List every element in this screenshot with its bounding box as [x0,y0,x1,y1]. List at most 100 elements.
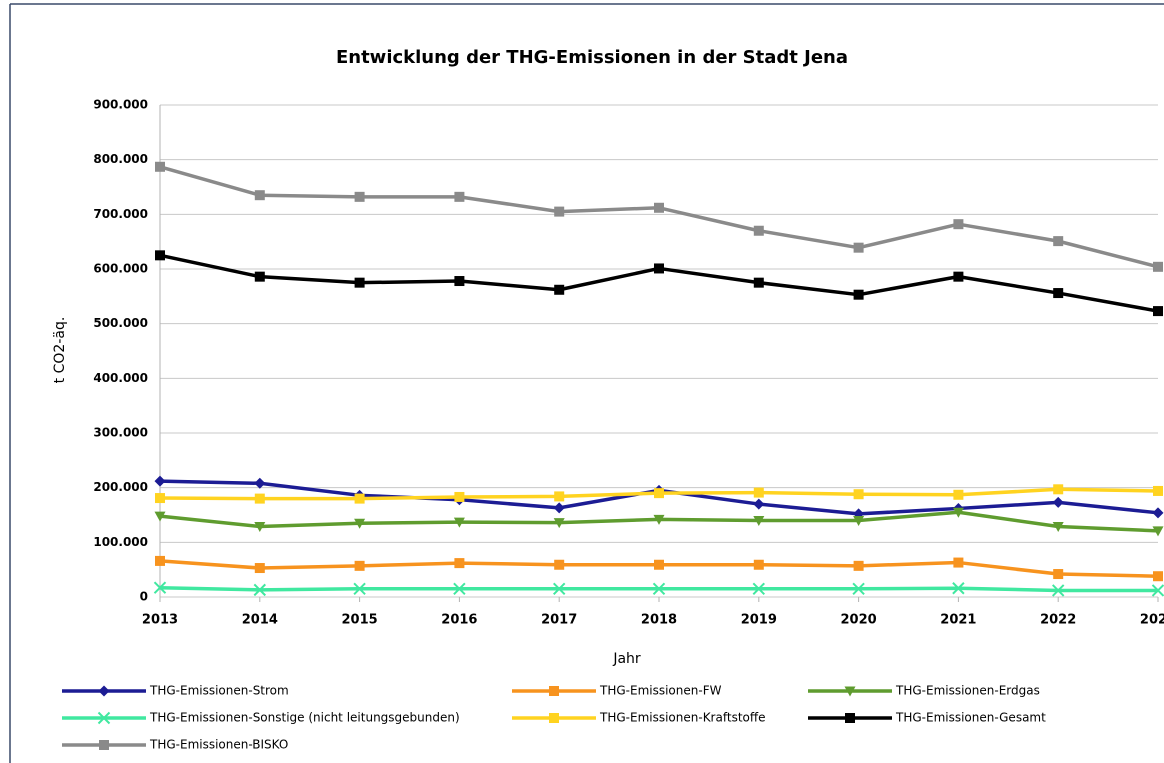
marker [1052,521,1064,532]
marker [953,219,964,230]
marker [653,514,665,525]
x-tick-label: 2015 [342,613,378,628]
marker [1151,584,1164,597]
marker [753,559,764,570]
marker [654,488,664,499]
marker [654,263,664,274]
x-axis-label: Jahr [612,651,641,667]
marker [652,582,666,596]
marker [153,581,167,594]
marker [1053,236,1064,247]
legend-label: THG-Emissionen-Kraftstoffe [599,711,766,725]
marker [354,560,365,571]
marker [155,493,165,504]
marker [454,191,465,202]
marker [753,487,764,498]
x-tick-label: 2023 [1140,613,1164,628]
marker [1053,569,1064,580]
y-tick-label: 200.000 [93,480,148,494]
marker [845,713,855,723]
x-tick-label: 2018 [641,613,677,628]
marker [654,559,664,570]
y-tick-label: 0 [140,590,148,604]
marker [554,206,565,217]
marker [753,277,764,288]
marker [155,250,165,261]
marker [1053,484,1064,495]
marker [953,271,964,282]
marker [1053,288,1064,299]
marker [97,711,111,725]
y-axis-label: t CO2-äq. [52,317,68,384]
marker [155,555,165,566]
chart-title: Entwicklung der THG-Emissionen in der St… [336,47,848,68]
x-tick-label: 2022 [1040,613,1076,628]
marker [354,191,365,202]
marker [453,582,466,596]
marker [853,515,865,526]
marker [1051,584,1065,597]
x-tick-label: 2019 [741,613,777,628]
legend-label: THG-Emissionen-Sonstige (nicht leitungsg… [149,711,460,725]
legend-label: THG-Emissionen-Strom [149,684,289,698]
marker [853,289,864,300]
marker [1153,306,1163,317]
marker [753,515,765,526]
marker [254,493,265,504]
marker [1052,496,1064,508]
marker [549,713,559,723]
marker [554,559,565,570]
marker [554,284,565,295]
marker [99,740,109,750]
x-tick-label: 2016 [441,613,477,628]
marker [1153,571,1163,582]
marker [549,686,559,696]
marker [952,582,965,595]
marker [354,277,365,288]
x-tick-label: 2017 [541,613,577,628]
marker [254,521,266,532]
marker [1153,261,1163,272]
y-tick-label: 300.000 [93,426,148,440]
legend-label: THG-Emissionen-Gesamt [895,711,1046,725]
marker [254,563,265,574]
y-tick-label: 800.000 [93,152,148,166]
y-tick-label: 900.000 [93,98,148,112]
marker [454,558,465,569]
marker [253,583,267,597]
marker [354,518,366,529]
marker [453,517,465,528]
marker [454,491,465,502]
marker [1152,526,1164,537]
marker [154,511,166,522]
marker [454,276,465,287]
marker [254,190,265,201]
x-tick-label: 2013 [142,613,178,628]
marker [853,560,864,571]
y-tick-label: 500.000 [93,316,148,330]
x-tick-label: 2014 [242,613,278,628]
marker [953,489,964,500]
legend-label: THG-Emissionen-Erdgas [895,684,1040,698]
legend-label: THG-Emissionen-BISKO [149,738,288,752]
marker [155,161,165,172]
marker [753,225,764,236]
marker [953,557,964,568]
marker [853,242,864,253]
x-tick-label: 2021 [940,613,976,628]
marker [753,498,765,510]
marker [254,271,265,282]
x-tick-label: 2020 [841,613,877,628]
marker [852,582,865,596]
y-tick-label: 100.000 [93,535,148,549]
marker [354,493,365,504]
marker [553,518,565,529]
y-tick-label: 600.000 [93,262,148,276]
y-tick-label: 400.000 [93,371,148,385]
marker [554,491,565,502]
marker [853,489,864,500]
marker [1153,485,1163,496]
marker [553,502,565,514]
